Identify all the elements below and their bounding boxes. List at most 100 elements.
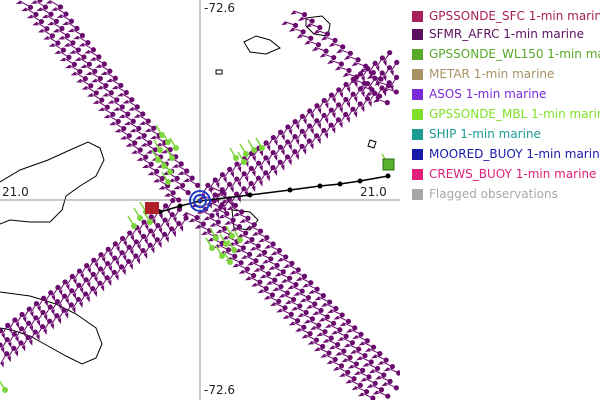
wind-barb-flag [69, 50, 76, 54]
wind-barb-flag [313, 347, 321, 352]
wind-barb-flag [368, 100, 372, 108]
observation-dot [278, 129, 284, 135]
observation-dot [265, 271, 272, 277]
mbl-dot [231, 247, 237, 253]
wind-barb-flag [302, 283, 309, 288]
wind-barb-flag [303, 133, 307, 140]
observation-dot [112, 75, 118, 81]
wind-barb-flag [353, 371, 361, 376]
wind-barb-flag [115, 274, 119, 281]
wind-barb-flag [146, 150, 153, 154]
wind-barb-flag [96, 86, 104, 90]
observation-dot [61, 307, 67, 313]
wind-barb-flag [208, 187, 213, 194]
wind-barb-flag [114, 129, 121, 133]
observation-dot [297, 303, 303, 309]
wind-barb-flag [327, 60, 334, 65]
legend-item[interactable]: GPSSONDE_MBL 1-min marine [412, 105, 600, 123]
wind-barb-flag [342, 73, 349, 77]
legend-panel: GPSSONDE_SFC 1-min marine SFMR_AFRC 1-mi… [404, 0, 600, 400]
observation-dot [364, 389, 370, 395]
wind-barb-flag [352, 335, 359, 340]
legend-item[interactable]: GPSSONDE_WL150 1-min marine [412, 45, 600, 63]
wind-barb-flag [332, 367, 340, 371]
legend-item[interactable]: GPSSONDE_SFC 1-min marine [412, 7, 600, 25]
map-panel[interactable]: -72.6 -72.6 21.0 21.0 [0, 0, 400, 400]
legend-item[interactable]: SFMR_AFRC 1-min marine [412, 25, 584, 43]
legend-label: Flagged observations [429, 187, 558, 201]
wind-barb-flag [365, 92, 372, 97]
observation-dot [114, 97, 120, 103]
wind-barb-flag [249, 247, 256, 251]
observation-dot [170, 190, 176, 196]
wind-barb-flag [327, 309, 334, 314]
observation-dot [40, 309, 46, 316]
observation-dot [322, 329, 328, 335]
observation-dot [130, 118, 136, 124]
wind-barb-flag [312, 311, 319, 316]
wind-barb-flag [163, 193, 171, 197]
observation-dot [335, 117, 341, 123]
wind-barb-flag [359, 68, 366, 73]
wind-barb-flag [47, 22, 54, 26]
observation-dot [232, 202, 239, 208]
observation-dot [257, 228, 264, 234]
observation-dot [238, 260, 244, 266]
observation-dot [159, 175, 165, 182]
wind-barb-flag [266, 281, 273, 285]
observation-map[interactable] [0, 0, 400, 400]
observation-dot [241, 186, 247, 192]
observation-dot [104, 275, 110, 281]
observation-dot [378, 387, 385, 393]
mbl-dot [219, 253, 225, 259]
wind-barb-flag [51, 294, 56, 302]
legend-item[interactable]: METAR 1-min marine [412, 65, 554, 83]
legend-item[interactable]: CREWS_BUOY 1-min marine [412, 165, 596, 183]
wind-barb-flag [366, 75, 374, 80]
observation-dot [347, 354, 353, 361]
mbl-dot [251, 147, 257, 153]
wind-barb-flag [238, 166, 242, 173]
observation-dot [306, 123, 313, 129]
legend-item[interactable]: ASOS 1-min marine [412, 85, 546, 103]
observation-dot [42, 4, 49, 10]
wind-barb-flag [23, 316, 27, 323]
wind-barb-flag [124, 121, 131, 126]
observation-dot [385, 393, 391, 399]
wind-barb-flag [92, 100, 100, 104]
observation-dot [123, 89, 129, 96]
observation-dot [85, 40, 91, 46]
observation-dot [0, 328, 4, 334]
observation-dot [293, 282, 299, 288]
observation-dot [313, 133, 320, 139]
storm-center-layer [145, 190, 211, 214]
observation-dot [70, 40, 76, 46]
observation-dot [335, 102, 342, 108]
observation-dot [309, 18, 315, 24]
wind-barb-flag [317, 137, 321, 145]
observation-dot [134, 104, 140, 110]
wind-barb-flag [109, 251, 113, 258]
observation-dot [321, 97, 327, 104]
observation-dot [127, 230, 133, 236]
observation-dot [324, 31, 331, 37]
legend-label: SFMR_AFRC 1-min marine [429, 27, 584, 41]
wind-barb-flag [281, 149, 285, 156]
observation-dot [292, 119, 298, 125]
wind-barb-flag [29, 339, 33, 346]
legend-item[interactable]: MOORED_BUOY 1-min marine [412, 145, 600, 163]
observation-dot [97, 280, 103, 286]
legend-item[interactable]: SHIP 1-min marine [412, 125, 541, 143]
wind-barb-flag [375, 376, 382, 380]
wind-barb-flag [51, 309, 55, 316]
observation-dot [285, 139, 291, 145]
legend-item[interactable]: Flagged observations [412, 185, 558, 203]
wind-barb-flag [37, 305, 41, 313]
observation-dot [363, 63, 369, 69]
observation-dot [4, 351, 10, 357]
observation-dot [97, 266, 104, 272]
wind-barb-flag [376, 65, 380, 72]
wind-barb-flag [339, 91, 344, 99]
observation-dot [248, 165, 254, 172]
coastline [367, 139, 377, 149]
